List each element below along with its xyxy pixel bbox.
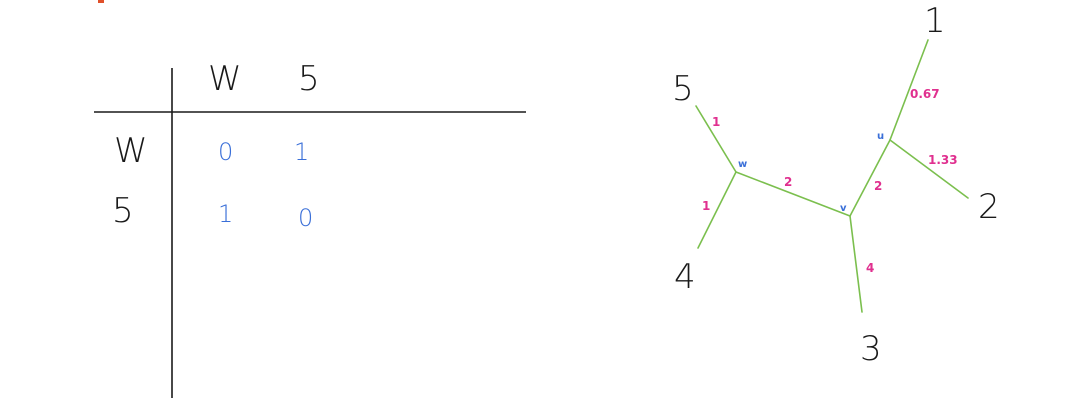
col-header-5: 5 bbox=[298, 59, 320, 99]
length-label-v-u: 2 bbox=[874, 179, 882, 193]
leaf-label-5: 5 bbox=[672, 69, 694, 109]
edge-w-4 bbox=[697, 171, 737, 249]
cell-5-5: 0 bbox=[298, 204, 313, 232]
leaf-label-4: 4 bbox=[674, 257, 696, 297]
length-label-w-v: 2 bbox=[784, 175, 792, 189]
length-label-w-5: 1 bbox=[712, 115, 720, 129]
length-label-w-4: 1 bbox=[702, 199, 710, 213]
leaf-label-3: 3 bbox=[860, 329, 882, 369]
corner-mark bbox=[98, 0, 104, 3]
edge-v-3 bbox=[849, 215, 863, 313]
cell-w-w: 0 bbox=[218, 138, 233, 166]
node-label-w: w bbox=[738, 159, 747, 170]
distance-matrix: W 5 W 5 0 1 1 0 bbox=[94, 59, 526, 398]
length-label-u-2: 1.33 bbox=[928, 153, 958, 167]
col-header-w: W bbox=[208, 59, 242, 99]
edge-w-v bbox=[735, 171, 851, 217]
node-label-v: v bbox=[840, 203, 847, 214]
leaf-label-2: 2 bbox=[978, 187, 1000, 227]
edge-w-5 bbox=[695, 105, 737, 173]
length-label-u-1: 0.67 bbox=[910, 87, 940, 101]
edge-v-u bbox=[849, 139, 891, 217]
length-label-v-3: 4 bbox=[866, 261, 874, 275]
cell-5-w: 1 bbox=[218, 200, 233, 228]
cell-w-5: 1 bbox=[294, 138, 309, 166]
phylogenetic-tree: 1 2 3 4 5 u v w 0.67 1.33 2 2 1 1 4 bbox=[672, 1, 1000, 369]
edge-u-2 bbox=[889, 139, 969, 199]
row-header-5: 5 bbox=[112, 191, 134, 231]
leaf-label-1: 1 bbox=[924, 1, 946, 41]
node-label-u: u bbox=[877, 131, 884, 142]
row-header-w: W bbox=[114, 131, 148, 171]
edge-u-1 bbox=[889, 39, 929, 141]
